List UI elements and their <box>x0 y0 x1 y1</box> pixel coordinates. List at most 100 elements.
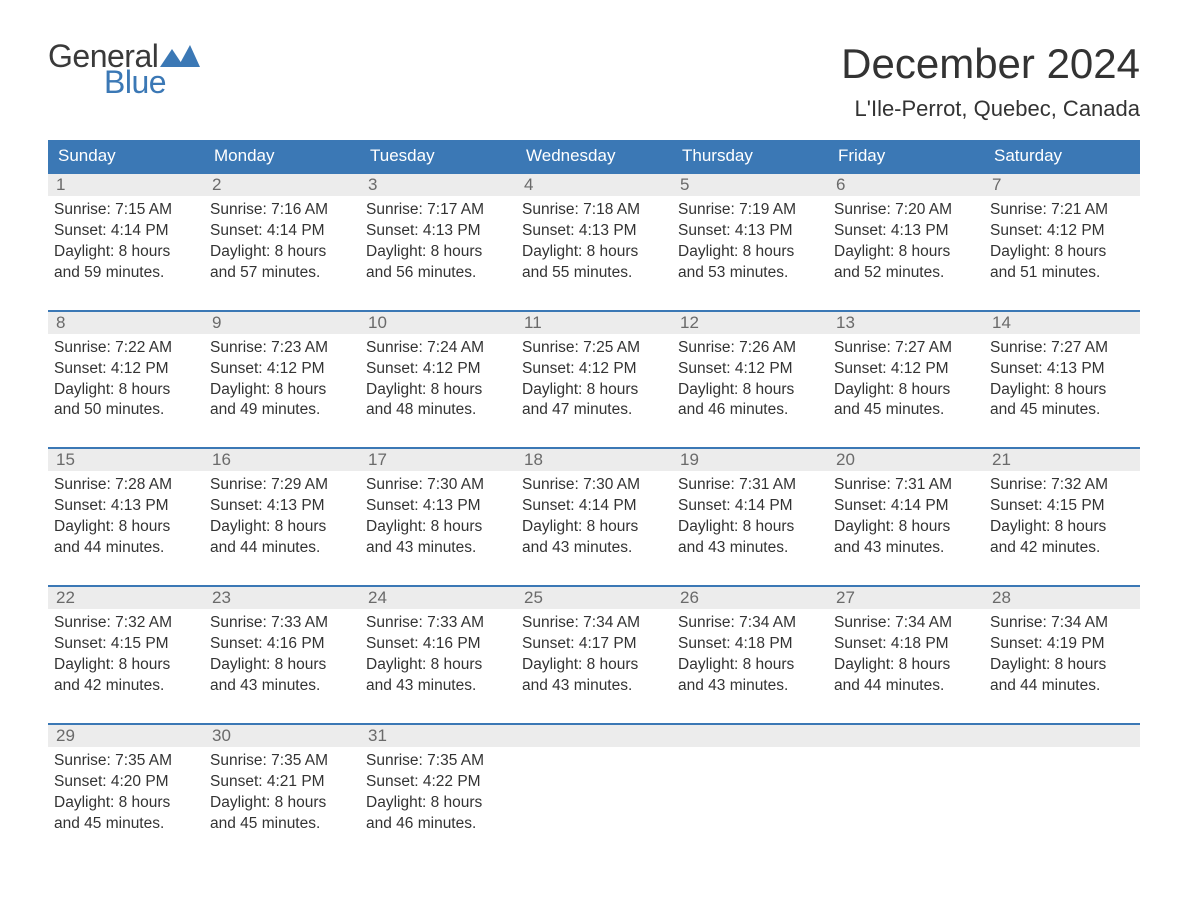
sunrise-text: Sunrise: 7:21 AM <box>990 200 1134 221</box>
calendar-day: 11Sunrise: 7:25 AMSunset: 4:12 PMDayligh… <box>516 312 672 422</box>
daylight-line-2: and 44 minutes. <box>990 676 1134 697</box>
sunrise-text: Sunrise: 7:15 AM <box>54 200 198 221</box>
day-number: 5 <box>672 174 828 196</box>
day-number: 7 <box>984 174 1140 196</box>
sunset-text: Sunset: 4:12 PM <box>54 359 198 380</box>
daylight-line-2: and 48 minutes. <box>366 400 510 421</box>
daylight-line-1: Daylight: 8 hours <box>678 517 822 538</box>
calendar-day: 13Sunrise: 7:27 AMSunset: 4:12 PMDayligh… <box>828 312 984 422</box>
sunrise-text: Sunrise: 7:27 AM <box>834 338 978 359</box>
sunrise-text: Sunrise: 7:17 AM <box>366 200 510 221</box>
calendar-day: 21Sunrise: 7:32 AMSunset: 4:15 PMDayligh… <box>984 449 1140 559</box>
sunset-text: Sunset: 4:13 PM <box>210 496 354 517</box>
sunset-text: Sunset: 4:12 PM <box>522 359 666 380</box>
calendar-day: 27Sunrise: 7:34 AMSunset: 4:18 PMDayligh… <box>828 587 984 697</box>
daylight-line-2: and 49 minutes. <box>210 400 354 421</box>
day-detail: Sunrise: 7:34 AMSunset: 4:19 PMDaylight:… <box>984 609 1140 697</box>
month-title: December 2024 <box>841 40 1140 88</box>
daylight-line-1: Daylight: 8 hours <box>366 793 510 814</box>
sunset-text: Sunset: 4:19 PM <box>990 634 1134 655</box>
daylight-line-1: Daylight: 8 hours <box>834 655 978 676</box>
sunrise-text: Sunrise: 7:25 AM <box>522 338 666 359</box>
daylight-line-1: Daylight: 8 hours <box>366 655 510 676</box>
day-detail: Sunrise: 7:35 AMSunset: 4:22 PMDaylight:… <box>360 747 516 835</box>
day-detail: Sunrise: 7:22 AMSunset: 4:12 PMDaylight:… <box>48 334 204 422</box>
calendar-day: 1Sunrise: 7:15 AMSunset: 4:14 PMDaylight… <box>48 174 204 284</box>
day-number: 13 <box>828 312 984 334</box>
day-number <box>672 725 828 747</box>
calendar-day: 31Sunrise: 7:35 AMSunset: 4:22 PMDayligh… <box>360 725 516 835</box>
daylight-line-2: and 52 minutes. <box>834 263 978 284</box>
calendar-day <box>984 725 1140 835</box>
sunset-text: Sunset: 4:21 PM <box>210 772 354 793</box>
sunset-text: Sunset: 4:22 PM <box>366 772 510 793</box>
page-header: General Blue December 2024 L'Ile-Perrot,… <box>48 40 1140 122</box>
calendar-day: 23Sunrise: 7:33 AMSunset: 4:16 PMDayligh… <box>204 587 360 697</box>
daylight-line-2: and 43 minutes. <box>678 676 822 697</box>
sunrise-text: Sunrise: 7:19 AM <box>678 200 822 221</box>
daylight-line-1: Daylight: 8 hours <box>366 380 510 401</box>
daylight-line-2: and 43 minutes. <box>366 538 510 559</box>
sunrise-text: Sunrise: 7:18 AM <box>522 200 666 221</box>
day-detail: Sunrise: 7:32 AMSunset: 4:15 PMDaylight:… <box>984 471 1140 559</box>
calendar-day: 9Sunrise: 7:23 AMSunset: 4:12 PMDaylight… <box>204 312 360 422</box>
day-detail: Sunrise: 7:18 AMSunset: 4:13 PMDaylight:… <box>516 196 672 284</box>
calendar-day: 7Sunrise: 7:21 AMSunset: 4:12 PMDaylight… <box>984 174 1140 284</box>
day-detail: Sunrise: 7:15 AMSunset: 4:14 PMDaylight:… <box>48 196 204 284</box>
daylight-line-1: Daylight: 8 hours <box>990 655 1134 676</box>
daylight-line-1: Daylight: 8 hours <box>54 655 198 676</box>
sunrise-text: Sunrise: 7:31 AM <box>834 475 978 496</box>
sunset-text: Sunset: 4:13 PM <box>678 221 822 242</box>
day-number: 2 <box>204 174 360 196</box>
sunset-text: Sunset: 4:13 PM <box>834 221 978 242</box>
day-detail: Sunrise: 7:19 AMSunset: 4:13 PMDaylight:… <box>672 196 828 284</box>
sunset-text: Sunset: 4:16 PM <box>366 634 510 655</box>
daylight-line-1: Daylight: 8 hours <box>210 655 354 676</box>
calendar-day: 5Sunrise: 7:19 AMSunset: 4:13 PMDaylight… <box>672 174 828 284</box>
day-detail: Sunrise: 7:27 AMSunset: 4:12 PMDaylight:… <box>828 334 984 422</box>
sunset-text: Sunset: 4:14 PM <box>678 496 822 517</box>
day-detail: Sunrise: 7:32 AMSunset: 4:15 PMDaylight:… <box>48 609 204 697</box>
day-number: 31 <box>360 725 516 747</box>
dow-friday: Friday <box>828 140 984 172</box>
sunset-text: Sunset: 4:12 PM <box>678 359 822 380</box>
day-number: 6 <box>828 174 984 196</box>
daylight-line-2: and 42 minutes. <box>54 676 198 697</box>
sunset-text: Sunset: 4:14 PM <box>834 496 978 517</box>
day-detail: Sunrise: 7:31 AMSunset: 4:14 PMDaylight:… <box>672 471 828 559</box>
calendar-page: General Blue December 2024 L'Ile-Perrot,… <box>0 0 1188 864</box>
daylight-line-2: and 45 minutes. <box>990 400 1134 421</box>
daylight-line-1: Daylight: 8 hours <box>990 380 1134 401</box>
calendar-day <box>516 725 672 835</box>
daylight-line-2: and 43 minutes. <box>522 676 666 697</box>
daylight-line-2: and 57 minutes. <box>210 263 354 284</box>
calendar-week: 29Sunrise: 7:35 AMSunset: 4:20 PMDayligh… <box>48 723 1140 835</box>
sunset-text: Sunset: 4:15 PM <box>54 634 198 655</box>
sunset-text: Sunset: 4:12 PM <box>366 359 510 380</box>
sunset-text: Sunset: 4:13 PM <box>366 221 510 242</box>
daylight-line-1: Daylight: 8 hours <box>366 517 510 538</box>
sunset-text: Sunset: 4:17 PM <box>522 634 666 655</box>
daylight-line-1: Daylight: 8 hours <box>990 242 1134 263</box>
day-detail: Sunrise: 7:35 AMSunset: 4:21 PMDaylight:… <box>204 747 360 835</box>
daylight-line-1: Daylight: 8 hours <box>366 242 510 263</box>
sunrise-text: Sunrise: 7:28 AM <box>54 475 198 496</box>
day-detail: Sunrise: 7:34 AMSunset: 4:18 PMDaylight:… <box>672 609 828 697</box>
daylight-line-2: and 59 minutes. <box>54 263 198 284</box>
daylight-line-2: and 43 minutes. <box>678 538 822 559</box>
sunrise-text: Sunrise: 7:23 AM <box>210 338 354 359</box>
dow-sunday: Sunday <box>48 140 204 172</box>
day-number: 26 <box>672 587 828 609</box>
sunset-text: Sunset: 4:18 PM <box>678 634 822 655</box>
daylight-line-1: Daylight: 8 hours <box>54 517 198 538</box>
calendar-day: 24Sunrise: 7:33 AMSunset: 4:16 PMDayligh… <box>360 587 516 697</box>
day-number: 30 <box>204 725 360 747</box>
calendar-week: 1Sunrise: 7:15 AMSunset: 4:14 PMDaylight… <box>48 172 1140 284</box>
daylight-line-1: Daylight: 8 hours <box>834 380 978 401</box>
daylight-line-2: and 47 minutes. <box>522 400 666 421</box>
day-number: 9 <box>204 312 360 334</box>
sunrise-text: Sunrise: 7:16 AM <box>210 200 354 221</box>
day-number: 24 <box>360 587 516 609</box>
calendar-day: 29Sunrise: 7:35 AMSunset: 4:20 PMDayligh… <box>48 725 204 835</box>
sunset-text: Sunset: 4:12 PM <box>210 359 354 380</box>
